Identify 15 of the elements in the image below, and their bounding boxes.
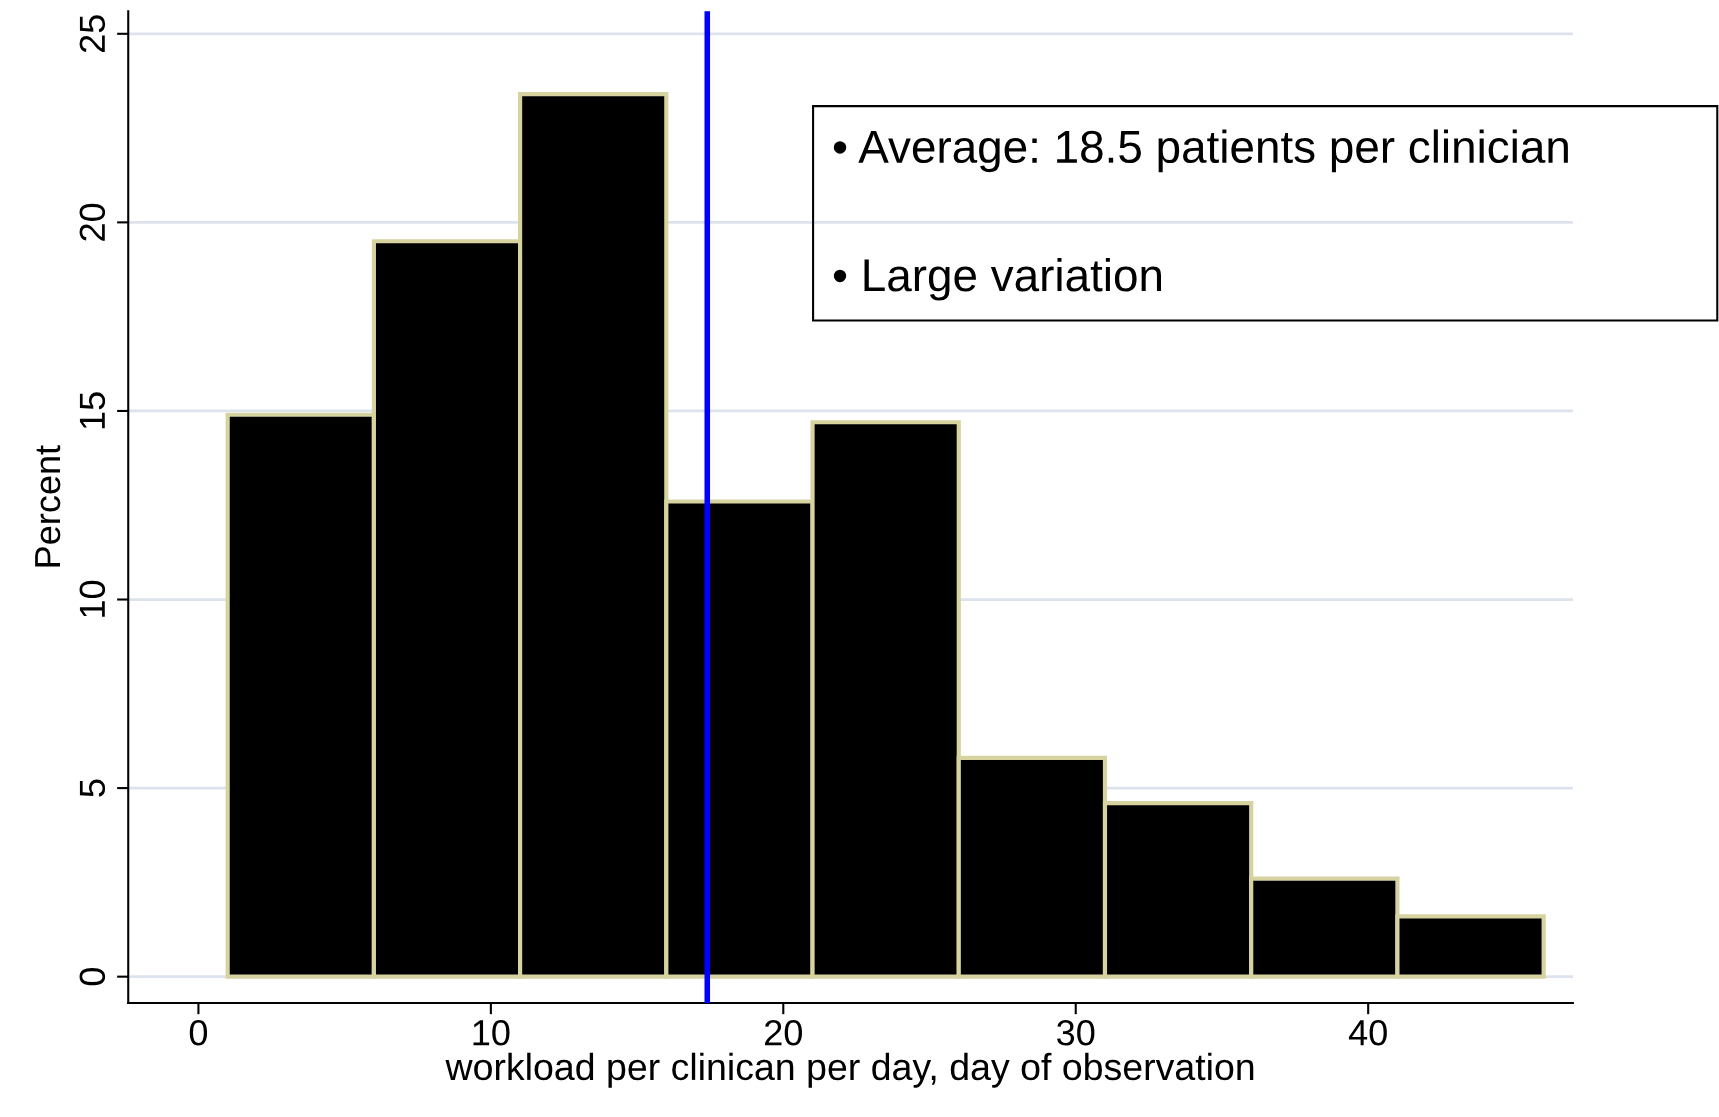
y-tick-label: 10: [79, 580, 106, 617]
annotation: • Average: 18.5 patients per clinician: [833, 129, 1568, 173]
x-tick-label: 40: [1348, 1019, 1387, 1046]
x-tick-label: 20: [765, 1019, 802, 1046]
x-tick-label: 0: [189, 1019, 208, 1046]
y-tick-label: 0: [79, 968, 106, 986]
y-tick-label: 15: [79, 392, 106, 429]
x-axis-title: workload per clinican per day, day of observation: [445, 1052, 1254, 1088]
x-tick-label: 30: [1057, 1019, 1095, 1046]
annotation: • Large variation: [833, 257, 1161, 301]
x-tick-label: 10: [473, 1019, 510, 1046]
y-tick-label: 25: [79, 15, 106, 53]
y-tick-label: 20: [79, 203, 106, 241]
y-tick-label: 5: [79, 779, 106, 797]
y-axis-title: Percent: [35, 445, 61, 567]
